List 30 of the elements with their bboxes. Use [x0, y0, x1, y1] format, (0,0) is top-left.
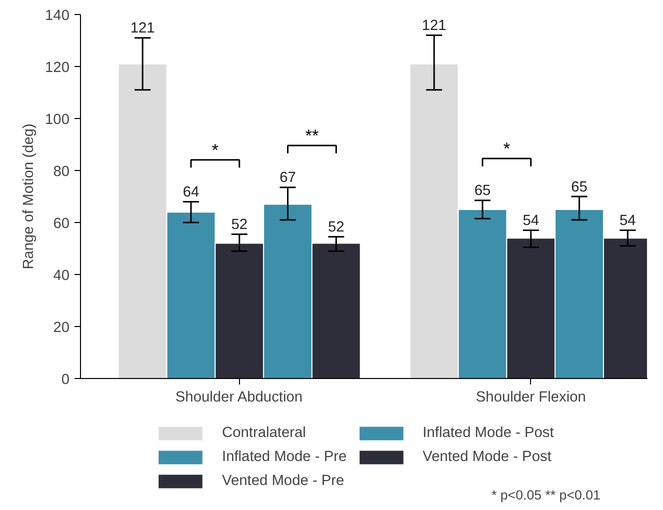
data-label: 54 — [522, 213, 540, 230]
annotation: * — [212, 140, 219, 160]
data-label: 65 — [474, 183, 491, 200]
y-axis-title: Range of Motion (deg) — [21, 124, 38, 270]
y-tick-label: 60 — [53, 216, 70, 232]
y-tick-label: 140 — [45, 8, 70, 24]
x-tick-label: Shoulder Abduction — [175, 390, 303, 406]
data-label: 67 — [280, 170, 296, 186]
y-tick-label: 120 — [45, 60, 70, 76]
y-tick-label: 20 — [53, 320, 70, 336]
x-tick-label: Shoulder Flexion — [476, 390, 586, 406]
legend-label: Inflated Mode - Pre — [222, 448, 347, 466]
legend-label: Vented Mode - Pre — [222, 472, 344, 490]
data-label: 121 — [422, 18, 446, 34]
data-label: 121 — [130, 20, 155, 37]
text: * p<0.05 ** p<0.01 — [492, 488, 600, 502]
y-tick-label: 100 — [45, 112, 70, 128]
data-label: 64 — [182, 184, 200, 200]
y-tick-label: 40 — [53, 268, 70, 284]
legend-label: Inflated Mode - Post — [422, 424, 554, 442]
data-label: 65 — [571, 179, 588, 196]
data-label: 52 — [328, 220, 344, 236]
annotation: * — [503, 138, 510, 159]
legend-label: Contralateral — [222, 424, 306, 442]
y-tick-label: 80 — [53, 164, 70, 180]
y-tick-label: 0 — [61, 372, 70, 388]
data-label: 54 — [620, 213, 636, 230]
legend-label: Vented Mode - Post — [422, 448, 552, 466]
annotation: ** — [305, 126, 319, 146]
data-label: 52 — [231, 217, 248, 233]
